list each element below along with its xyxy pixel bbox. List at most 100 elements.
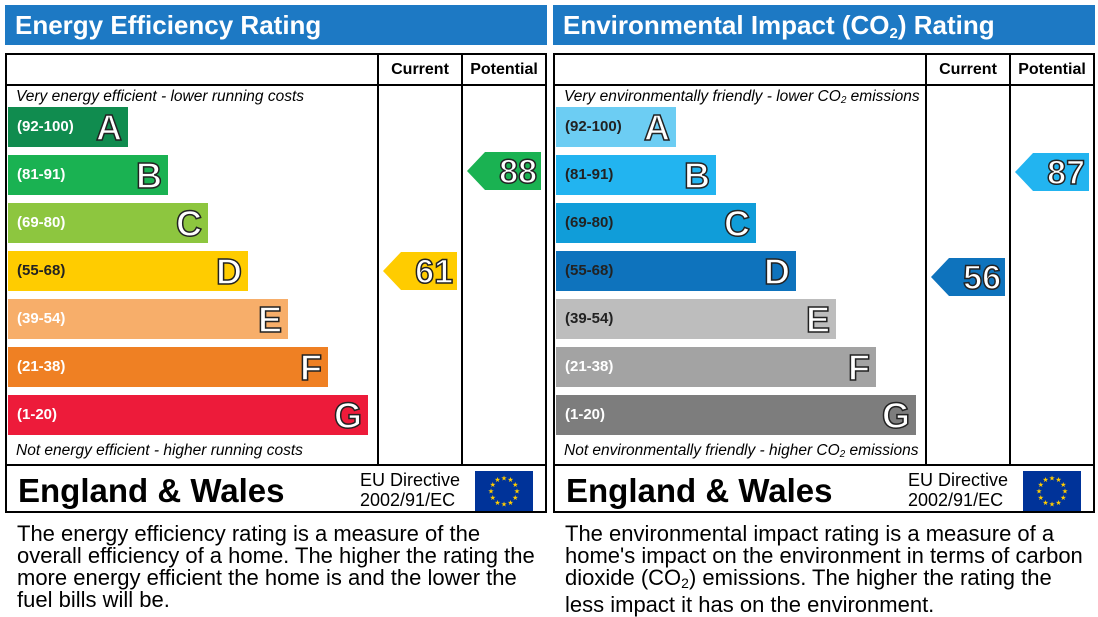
svg-text:★: ★ — [1049, 501, 1055, 509]
rating-table: Current Potential Very environmentally f… — [553, 53, 1095, 513]
directive-line-2: 2002/91/EC — [360, 490, 456, 510]
band-letter: A — [643, 106, 671, 149]
band-g: (1-20) G — [8, 394, 368, 437]
directive-line-1: EU Directive — [360, 470, 461, 490]
band-range: (81-91) — [17, 166, 66, 183]
current-column-header: Current — [939, 61, 997, 78]
eu-directive: EU Directive 2002/91/EC — [908, 470, 1008, 510]
band-range: (92-100) — [565, 118, 622, 135]
current-rating-arrow: 56 — [931, 257, 1005, 298]
rating-table: Current Potential Very energy efficient … — [5, 53, 547, 513]
svg-text:★: ★ — [507, 499, 513, 507]
potential-rating-arrow: 88 — [467, 151, 541, 192]
band-f: (21-38) F — [8, 346, 328, 389]
panel-title: Energy Efficiency Rating — [5, 5, 547, 45]
header-divider — [7, 84, 545, 86]
column-divider — [1009, 55, 1011, 466]
arrow-shape — [1015, 153, 1089, 192]
svg-text:★: ★ — [1060, 494, 1066, 502]
arrow-value: 56 — [962, 258, 1001, 298]
arrow-shape — [467, 151, 541, 190]
svg-text:★: ★ — [1062, 488, 1068, 496]
svg-text:★: ★ — [501, 475, 507, 483]
description: The environmental impact rating is a mea… — [565, 521, 1083, 617]
band-letter: E — [805, 298, 831, 341]
band-range: (55-68) — [565, 262, 614, 279]
svg-text:★: ★ — [512, 494, 518, 502]
band-range: (55-68) — [17, 262, 66, 279]
svg-text:★: ★ — [512, 481, 518, 489]
current-column-header: Current — [391, 61, 449, 78]
band-letter: E — [257, 298, 283, 341]
band-letter: F — [847, 346, 871, 389]
band-range: (21-38) — [565, 358, 614, 375]
svg-text:★: ★ — [1055, 499, 1061, 507]
band-letter: C — [723, 202, 751, 245]
band-range: (1-20) — [17, 406, 58, 423]
energy-efficiency-panel: Energy Efficiency Rating Current Potenti… — [5, 5, 547, 613]
band-letter: C — [175, 202, 203, 245]
column-divider — [377, 55, 379, 466]
arrow-value: 61 — [414, 252, 453, 292]
svg-text:★: ★ — [1060, 481, 1066, 489]
band-d: (55-68) D — [8, 250, 248, 293]
header-divider — [555, 84, 1093, 86]
footer-divider — [7, 464, 545, 466]
svg-text:★: ★ — [501, 501, 507, 509]
band-letter: G — [333, 394, 363, 437]
svg-text:★: ★ — [488, 488, 494, 496]
band-f: (21-38) F — [556, 346, 876, 389]
eu-directive: EU Directive 2002/91/EC — [360, 470, 460, 510]
band-e: (39-54) E — [556, 298, 836, 341]
panel-title: Environmental Impact (CO2) Rating — [553, 5, 1095, 45]
band-d: (55-68) D — [556, 250, 796, 293]
potential-column-header: Potential — [470, 61, 538, 78]
current-rating-arrow: 61 — [383, 251, 457, 292]
band-letter: D — [215, 250, 243, 293]
top-note: Very environmentally friendly - lower CO… — [564, 88, 920, 106]
band-range: (69-80) — [565, 214, 614, 231]
band-c: (69-80) C — [8, 202, 208, 245]
svg-text:★: ★ — [494, 499, 500, 507]
description: The energy efficiency rating is a measur… — [17, 521, 535, 612]
eu-flag-icon: ★★★★★★★★★ ★ ★★ — [475, 471, 533, 511]
band-range: (21-38) — [17, 358, 66, 375]
svg-text:★: ★ — [1038, 481, 1044, 489]
column-divider — [925, 55, 927, 466]
arrow-shape — [383, 251, 457, 290]
bottom-note: Not energy efficient - higher running co… — [16, 442, 303, 459]
column-divider — [461, 55, 463, 466]
band-b: (81-91) B — [556, 154, 716, 197]
svg-text:★: ★ — [494, 476, 500, 484]
band-letter: F — [299, 346, 323, 389]
bottom-note: Not environmentally friendly - higher CO… — [564, 442, 919, 460]
band-range: (39-54) — [565, 310, 614, 327]
band-letter: B — [135, 154, 163, 197]
region-label: England & Wales — [566, 472, 833, 509]
band-letter: D — [763, 250, 791, 293]
footer-divider — [555, 464, 1093, 466]
top-note: Very energy efficient - lower running co… — [16, 88, 305, 105]
band-range: (1-20) — [565, 406, 606, 423]
svg-text:★: ★ — [514, 488, 520, 496]
band-range: (81-91) — [565, 166, 614, 183]
band-a: (92-100) A — [556, 106, 676, 149]
svg-text:★: ★ — [490, 481, 496, 489]
svg-text:★: ★ — [1042, 499, 1048, 507]
svg-text:★: ★ — [1036, 488, 1042, 496]
potential-column-header: Potential — [1018, 61, 1086, 78]
band-a: (92-100) A — [8, 106, 128, 149]
svg-text:★: ★ — [1038, 494, 1044, 502]
svg-text:★: ★ — [507, 476, 513, 484]
band-range: (92-100) — [17, 118, 74, 135]
environmental-impact-panel: Environmental Impact (CO2) Rating Curren… — [553, 5, 1095, 617]
band-letter: G — [881, 394, 911, 437]
svg-text:★: ★ — [1049, 475, 1055, 483]
arrow-shape — [931, 257, 1005, 296]
directive-line-1: EU Directive — [908, 470, 1009, 490]
band-letter: A — [95, 106, 123, 149]
directive-line-2: 2002/91/EC — [908, 490, 1004, 510]
band-letter: B — [683, 154, 711, 197]
band-range: (39-54) — [17, 310, 66, 327]
band-range: (69-80) — [17, 214, 66, 231]
